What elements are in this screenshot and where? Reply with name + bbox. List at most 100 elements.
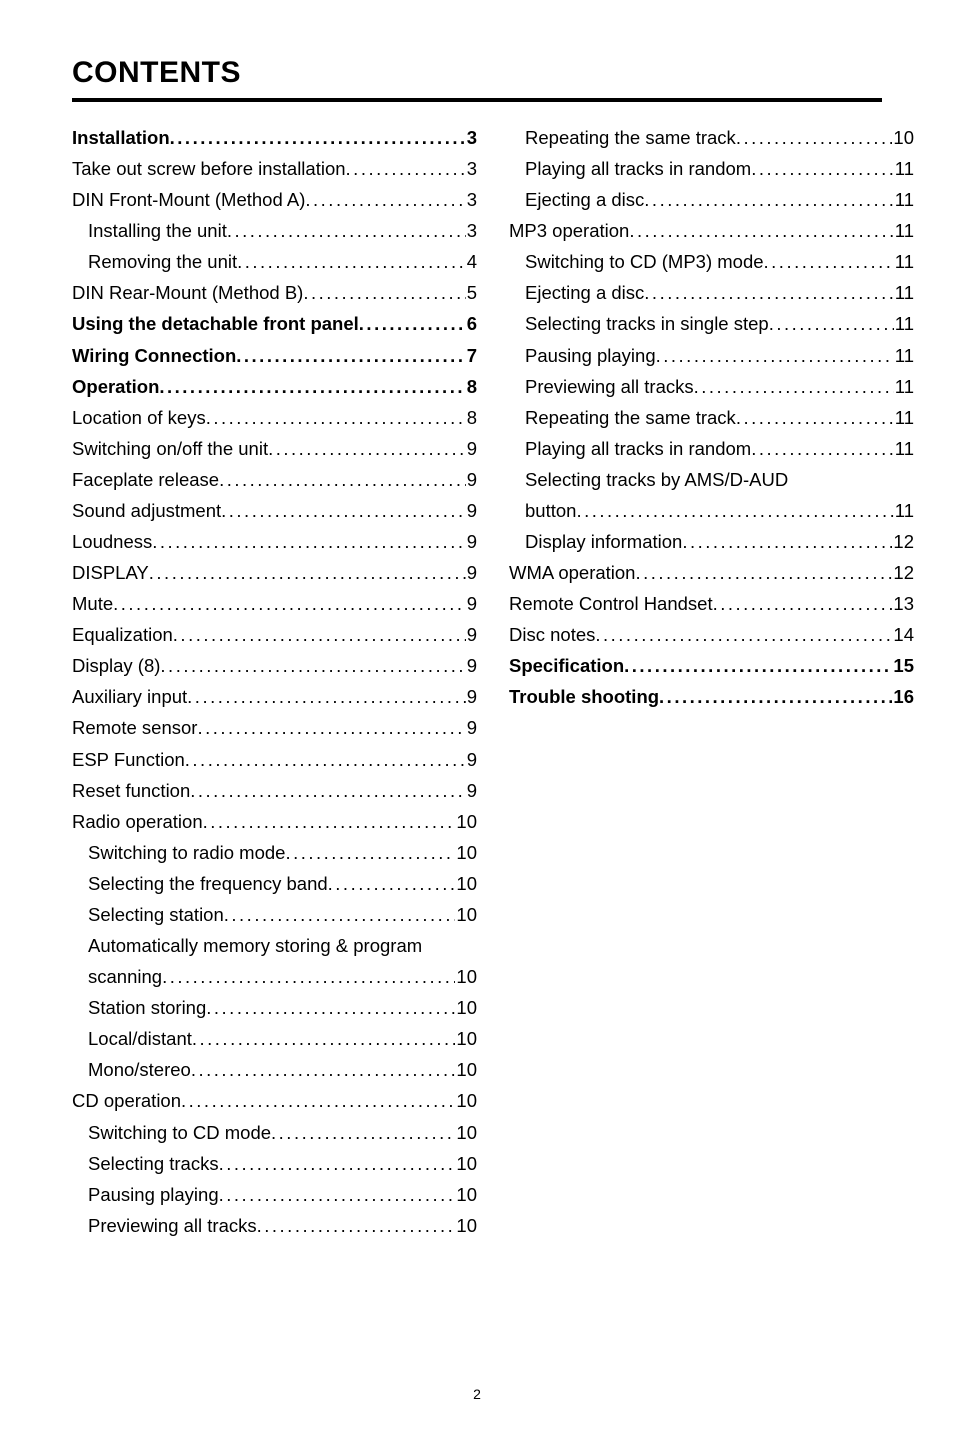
toc-dots: ........................................…: [644, 184, 893, 215]
toc-entry: Display (8).............................…: [72, 650, 477, 681]
toc-label: Playing all tracks in random: [525, 153, 751, 184]
toc-entry: Take out screw before installation......…: [72, 153, 477, 184]
toc-label: Mono/stereo: [88, 1054, 191, 1085]
toc-dots: ........................................…: [224, 899, 456, 930]
toc-entry: Disc notes..............................…: [509, 619, 914, 650]
toc-dots: ........................................…: [197, 712, 465, 743]
toc-column-right: Repeating the same track................…: [509, 122, 914, 1241]
toc-entry: Radio operation.........................…: [72, 806, 477, 837]
toc-dots: ........................................…: [187, 681, 466, 712]
toc-label: button: [525, 495, 576, 526]
toc-entry: Auxiliary input.........................…: [72, 681, 477, 712]
toc-entry: Selecting tracks in single step.........…: [509, 308, 914, 339]
toc-label: DISPLAY: [72, 557, 149, 588]
toc-page: 10: [455, 1117, 477, 1148]
toc-label: Disc notes: [509, 619, 595, 650]
toc-dots: ........................................…: [736, 122, 893, 153]
page-title: CONTENTS: [72, 56, 882, 90]
toc-entry: Ejecting a disc.........................…: [509, 184, 914, 215]
toc-dots: ........................................…: [159, 371, 465, 402]
title-underline: [72, 98, 882, 102]
toc-dots: ........................................…: [751, 433, 894, 464]
toc-dots: ........................................…: [219, 464, 466, 495]
toc-entry: MP3 operation...........................…: [509, 215, 914, 246]
toc-entry: DIN Rear-Mount (Method B)...............…: [72, 277, 477, 308]
toc-dots: ........................................…: [203, 806, 456, 837]
toc-entry: Trouble shooting........................…: [509, 681, 914, 712]
toc-page: 10: [455, 961, 477, 992]
toc-dots: ........................................…: [659, 681, 892, 712]
toc-entry: CD operation............................…: [72, 1085, 477, 1116]
toc-page: 3: [466, 215, 477, 246]
toc-entry: Display information.....................…: [509, 526, 914, 557]
toc-entry: Selecting tracks by AMS/D-AUD: [509, 464, 914, 495]
toc-page: 3: [466, 184, 477, 215]
toc-entry: Selecting the frequency band............…: [72, 868, 477, 899]
toc-page: 9: [466, 495, 477, 526]
toc-page: 9: [466, 712, 477, 743]
toc-columns: Installation............................…: [72, 122, 882, 1241]
toc-dots: ........................................…: [682, 526, 892, 557]
toc-entry: Specification...........................…: [509, 650, 914, 681]
toc-page: 11: [894, 184, 914, 215]
toc-dots: ........................................…: [206, 402, 466, 433]
toc-dots: ........................................…: [113, 588, 466, 619]
toc-label: Ejecting a disc: [525, 277, 644, 308]
toc-page: 4: [466, 246, 477, 277]
toc-label: Switching to radio mode: [88, 837, 285, 868]
toc-label: scanning: [88, 961, 162, 992]
toc-page: 10: [455, 806, 477, 837]
toc-label: Switching to CD mode: [88, 1117, 271, 1148]
toc-page: 10: [455, 868, 477, 899]
toc-label: Location of keys: [72, 402, 206, 433]
toc-label: Pausing playing: [525, 340, 656, 371]
toc-page: 10: [455, 899, 477, 930]
toc-entry: Pausing playing.........................…: [72, 1179, 477, 1210]
toc-dots: ........................................…: [219, 1148, 456, 1179]
toc-dots: ........................................…: [769, 308, 894, 339]
toc-entry: Station storing.........................…: [72, 992, 477, 1023]
toc-entry: Switching on/off the unit...............…: [72, 433, 477, 464]
toc-dots: ........................................…: [236, 340, 465, 371]
toc-dots: ........................................…: [694, 371, 894, 402]
toc-entry: DIN Front-Mount (Method A)..............…: [72, 184, 477, 215]
toc-label: Operation: [72, 371, 159, 402]
toc-entry: Repeating the same track................…: [509, 402, 914, 433]
toc-label: Mute: [72, 588, 113, 619]
toc-page: 10: [455, 1085, 477, 1116]
toc-dots: ........................................…: [713, 588, 893, 619]
toc-label: Specification: [509, 650, 624, 681]
toc-label: Station storing: [88, 992, 206, 1023]
toc-page: 9: [466, 588, 477, 619]
toc-entry: Wiring Connection.......................…: [72, 340, 477, 371]
toc-page: 10: [455, 1179, 477, 1210]
toc-label: Loudness: [72, 526, 152, 557]
toc-entry: Playing all tracks in random............…: [509, 153, 914, 184]
toc-page: 9: [466, 433, 477, 464]
toc-label: Using the detachable front panel: [72, 308, 359, 339]
toc-entry: Sound adjustment........................…: [72, 495, 477, 526]
toc-dots: ........................................…: [192, 1023, 456, 1054]
toc-dots: ........................................…: [576, 495, 893, 526]
toc-entry: Faceplate release.......................…: [72, 464, 477, 495]
toc-label: Equalization: [72, 619, 173, 650]
toc-page: 9: [466, 464, 477, 495]
toc-dots: ........................................…: [191, 1054, 456, 1085]
toc-page: 10: [455, 1210, 477, 1241]
toc-entry: Previewing all tracks...................…: [72, 1210, 477, 1241]
toc-dots: ........................................…: [271, 1117, 455, 1148]
toc-page: 14: [892, 619, 914, 650]
toc-dots: ........................................…: [305, 184, 465, 215]
toc-label: Take out screw before installation: [72, 153, 346, 184]
toc-page: 9: [466, 619, 477, 650]
toc-label: Previewing all tracks: [525, 371, 694, 402]
toc-entry: Local/distant...........................…: [72, 1023, 477, 1054]
toc-page: 11: [894, 246, 914, 277]
toc-entry: Mute....................................…: [72, 588, 477, 619]
toc-label: Auxiliary input: [72, 681, 187, 712]
toc-label: ESP Function: [72, 744, 185, 775]
toc-entry: Location of keys........................…: [72, 402, 477, 433]
toc-page: 9: [466, 650, 477, 681]
toc-entry: DISPLAY.................................…: [72, 557, 477, 588]
toc-label: Remote sensor: [72, 712, 197, 743]
